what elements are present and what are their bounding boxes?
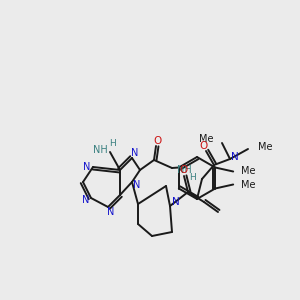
Text: O: O xyxy=(154,136,162,146)
Text: Me: Me xyxy=(200,134,214,144)
Text: NH: NH xyxy=(93,145,107,155)
Text: H: H xyxy=(189,173,195,182)
Text: N: N xyxy=(131,148,139,158)
Text: N: N xyxy=(82,195,90,205)
Text: NH: NH xyxy=(177,165,191,175)
Text: N: N xyxy=(172,197,180,207)
Text: H: H xyxy=(109,140,116,148)
Text: Me: Me xyxy=(241,167,256,176)
Text: N: N xyxy=(231,152,239,162)
Text: Me: Me xyxy=(258,142,272,152)
Text: N: N xyxy=(133,180,141,190)
Text: O: O xyxy=(199,141,207,151)
Text: Me: Me xyxy=(241,179,256,190)
Text: O: O xyxy=(180,165,188,175)
Text: N: N xyxy=(83,162,91,172)
Text: N: N xyxy=(107,207,115,217)
